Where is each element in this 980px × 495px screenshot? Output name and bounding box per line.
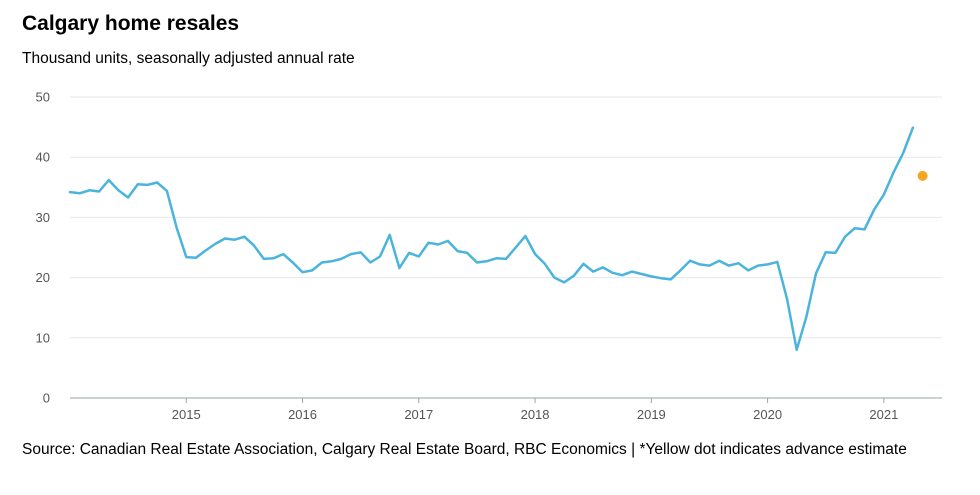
chart-subtitle: Thousand units, seasonally adjusted annu… <box>22 50 355 67</box>
x-tick-label: 2017 <box>404 407 433 422</box>
series-layer <box>68 126 928 352</box>
advance-estimate-point <box>917 170 928 181</box>
x-axis-ticks: 2015 2016 2017 2018 2019 2020 2021 <box>172 398 898 422</box>
x-tick-label: 2016 <box>288 407 317 422</box>
y-tick-label: 10 <box>36 330 50 345</box>
y-axis-ticks: 0 10 20 30 40 50 <box>36 90 50 406</box>
chart-title: Calgary home resales <box>22 12 240 35</box>
y-tick-label: 20 <box>36 270 50 285</box>
y-tick-label: 40 <box>36 150 50 165</box>
resales-line <box>68 126 915 352</box>
x-tick-label: 2020 <box>753 407 782 422</box>
y-tick-label: 0 <box>43 391 50 406</box>
gridlines <box>70 96 942 399</box>
y-tick-label: 50 <box>36 90 50 105</box>
x-tick-label: 2015 <box>172 407 201 422</box>
x-tick-label: 2018 <box>521 407 550 422</box>
source-note: Source: Canadian Real Estate Association… <box>22 441 907 458</box>
y-tick-label: 30 <box>36 210 50 225</box>
x-tick-label: 2021 <box>869 407 898 422</box>
x-tick-label: 2019 <box>637 407 666 422</box>
